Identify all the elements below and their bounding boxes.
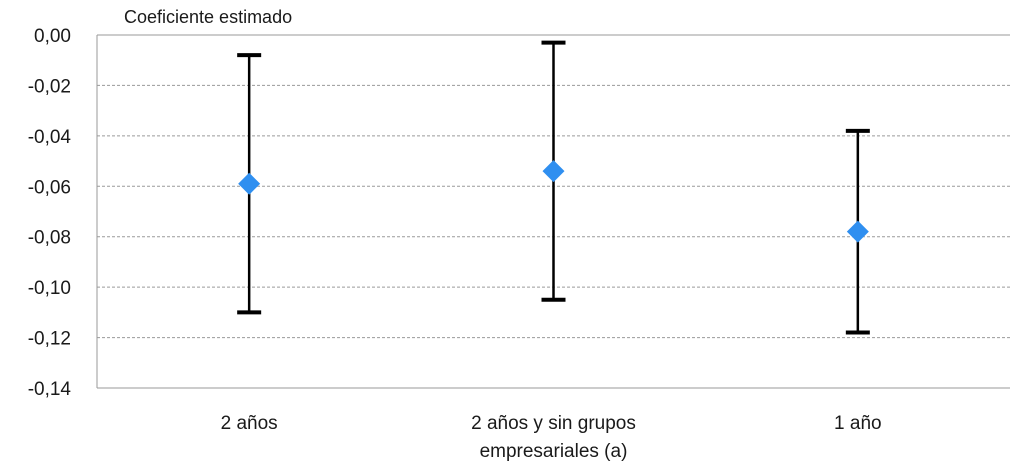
y-tick-label: -0,08 — [28, 228, 71, 249]
y-tick-labels: 0,00 -0,02 -0,04 -0,06 -0,08 -0,10 -0,12 -0,14 — [28, 26, 72, 400]
estimate-diamond — [846, 220, 869, 243]
y-tick-label: -0,10 — [28, 278, 71, 299]
y-axis-label: Coeficiente estimado — [124, 7, 292, 27]
y-tick-label: -0,12 — [28, 329, 71, 350]
estimate-diamond — [542, 160, 565, 183]
y-tick-label: 0,00 — [34, 26, 71, 47]
y-tick-label: -0,14 — [28, 379, 72, 400]
error-bars — [237, 40, 870, 335]
x-tick-label: 1 año — [834, 413, 882, 434]
estimate-points — [238, 160, 869, 243]
x-tick-labels: 2 años 2 años y sin grupos empresariales (… — [221, 413, 882, 462]
y-tick-label: -0,02 — [28, 76, 71, 97]
x-tick-label: 2 años y sin grupos empresariales (a) — [471, 413, 636, 462]
x-tick-label: 2 años — [221, 413, 278, 434]
estimate-diamond — [238, 172, 261, 195]
y-tick-label: -0,04 — [28, 127, 72, 148]
y-tick-label: -0,06 — [28, 177, 71, 198]
